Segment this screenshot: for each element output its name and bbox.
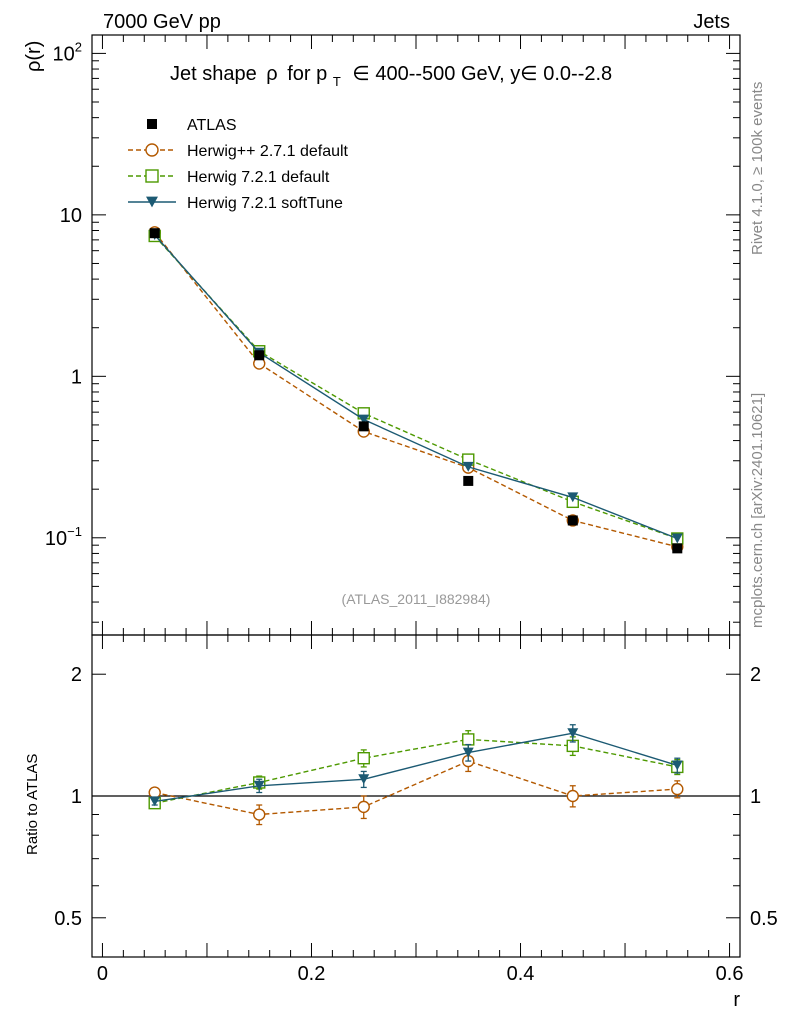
legend-marker-herwig-7-2-1-softtune <box>146 196 158 208</box>
title-subscript: T <box>333 74 341 89</box>
main-ytick-label: 10−1 <box>45 524 82 550</box>
legend: ATLAS Herwig++ 2.7.1 default Herwig 7.2.1 … <box>128 117 349 212</box>
title-rest: ∈ 400--500 GeV, y∈ 0.0--2.8 <box>352 63 612 85</box>
ratio-point-herwig-7-2-1-softtune <box>671 760 683 771</box>
xtick-label: 0.6 <box>716 963 744 985</box>
series-line-herwig-7-2-1-default <box>154 235 678 540</box>
ratio-line-herwig-7-2-1-default <box>154 738 678 804</box>
ratio-ytick-label: 0.5 <box>54 908 82 930</box>
ratio-ytick-label: 1 <box>71 786 82 808</box>
main-ytick-label: 10 <box>60 205 82 227</box>
header-left-label: 7000 GeV pp <box>103 11 221 33</box>
legend-label-herwig-7-2-1-softtune: Herwig 7.2.1 softTune <box>187 195 343 212</box>
main-ytick-label: 1 <box>71 366 82 388</box>
ratio-point-herwig-7-2-1-softtune <box>149 796 161 807</box>
ratio-ylabel: Ratio to ATLAS <box>24 754 41 855</box>
title-rho: ρ <box>266 63 277 85</box>
legend-marker-herwig-7-2-1-default <box>145 169 159 183</box>
ratio-line-herwig-7-2-1-softtune <box>154 732 678 803</box>
series-line-herwig-2-7-1-default <box>154 231 678 548</box>
ratio-ytick-label-right: 0.5 <box>750 908 778 930</box>
xtick-label: 0.2 <box>298 963 326 985</box>
point-atlas <box>672 543 683 554</box>
ratio-point-herwig-2-7-1-default <box>566 789 579 803</box>
point-herwig-7-2-1-softtune <box>567 492 579 503</box>
point-atlas <box>463 475 474 486</box>
point-atlas <box>254 350 265 361</box>
ratio-point-herwig-7-2-1-softtune <box>358 774 370 785</box>
point-atlas <box>567 515 578 526</box>
point-herwig-7-2-1-softtune <box>358 414 370 425</box>
title-for: for p <box>287 63 327 85</box>
ratio-point-herwig-2-7-1-default <box>253 808 266 821</box>
ratio-point-herwig-2-7-1-default <box>357 800 370 814</box>
point-herwig-7-2-1-softtune <box>671 533 683 544</box>
rivet-side-label: Rivet 4.1.0, ≥ 100k events <box>749 82 766 255</box>
point-atlas <box>358 421 369 432</box>
main-ytick-label: 102 <box>53 39 82 65</box>
ratio-line-herwig-2-7-1-default <box>154 760 678 816</box>
main-title: Jet shape ρ for p T ∈ 400--500 GeV, y∈ 0… <box>170 63 612 91</box>
legend-marker-atlas <box>147 119 157 129</box>
ratio-ytick-label-right: 2 <box>750 664 761 686</box>
analysis-annotation: (ATLAS_2011_I882984) <box>342 591 491 607</box>
ratio-point-herwig-7-2-1-softtune <box>253 780 265 791</box>
ratio-ytick-label: 2 <box>71 664 82 686</box>
legend-label-atlas: ATLAS <box>187 117 237 134</box>
legend-label-herwig-2-7-1-default: Herwig++ 2.7.1 default <box>187 143 349 160</box>
ratio-point-herwig-7-2-1-default <box>462 733 475 746</box>
ratio-point-herwig-7-2-1-softtune <box>567 728 579 739</box>
ratio-point-herwig-2-7-1-default <box>148 786 161 799</box>
legend-label-herwig-7-2-1-default: Herwig 7.2.1 default <box>187 169 330 186</box>
ratio-ytick-label-right: 1 <box>750 786 761 808</box>
xtick-label: 0 <box>97 963 108 985</box>
series-line-herwig-7-2-1-softtune <box>154 234 678 540</box>
ratio-point-herwig-7-2-1-softtune <box>462 747 474 758</box>
main-ylabel: ρ(r) <box>23 41 45 72</box>
xtick-label: 0.4 <box>507 963 535 985</box>
title-prefix: Jet shape <box>170 63 257 85</box>
point-atlas <box>149 228 160 239</box>
header-right-label: Jets <box>693 11 730 33</box>
mcplots-side-label: mcplots.cern.ch [arXiv:2401.10621] <box>749 393 766 628</box>
point-herwig-7-2-1-softtune <box>462 461 474 472</box>
ratio-point-herwig-7-2-1-default <box>357 752 370 765</box>
ratio-point-herwig-2-7-1-default <box>671 782 684 796</box>
legend-marker-herwig-2-7-1-default <box>145 143 159 157</box>
xlabel: r <box>733 989 740 1011</box>
